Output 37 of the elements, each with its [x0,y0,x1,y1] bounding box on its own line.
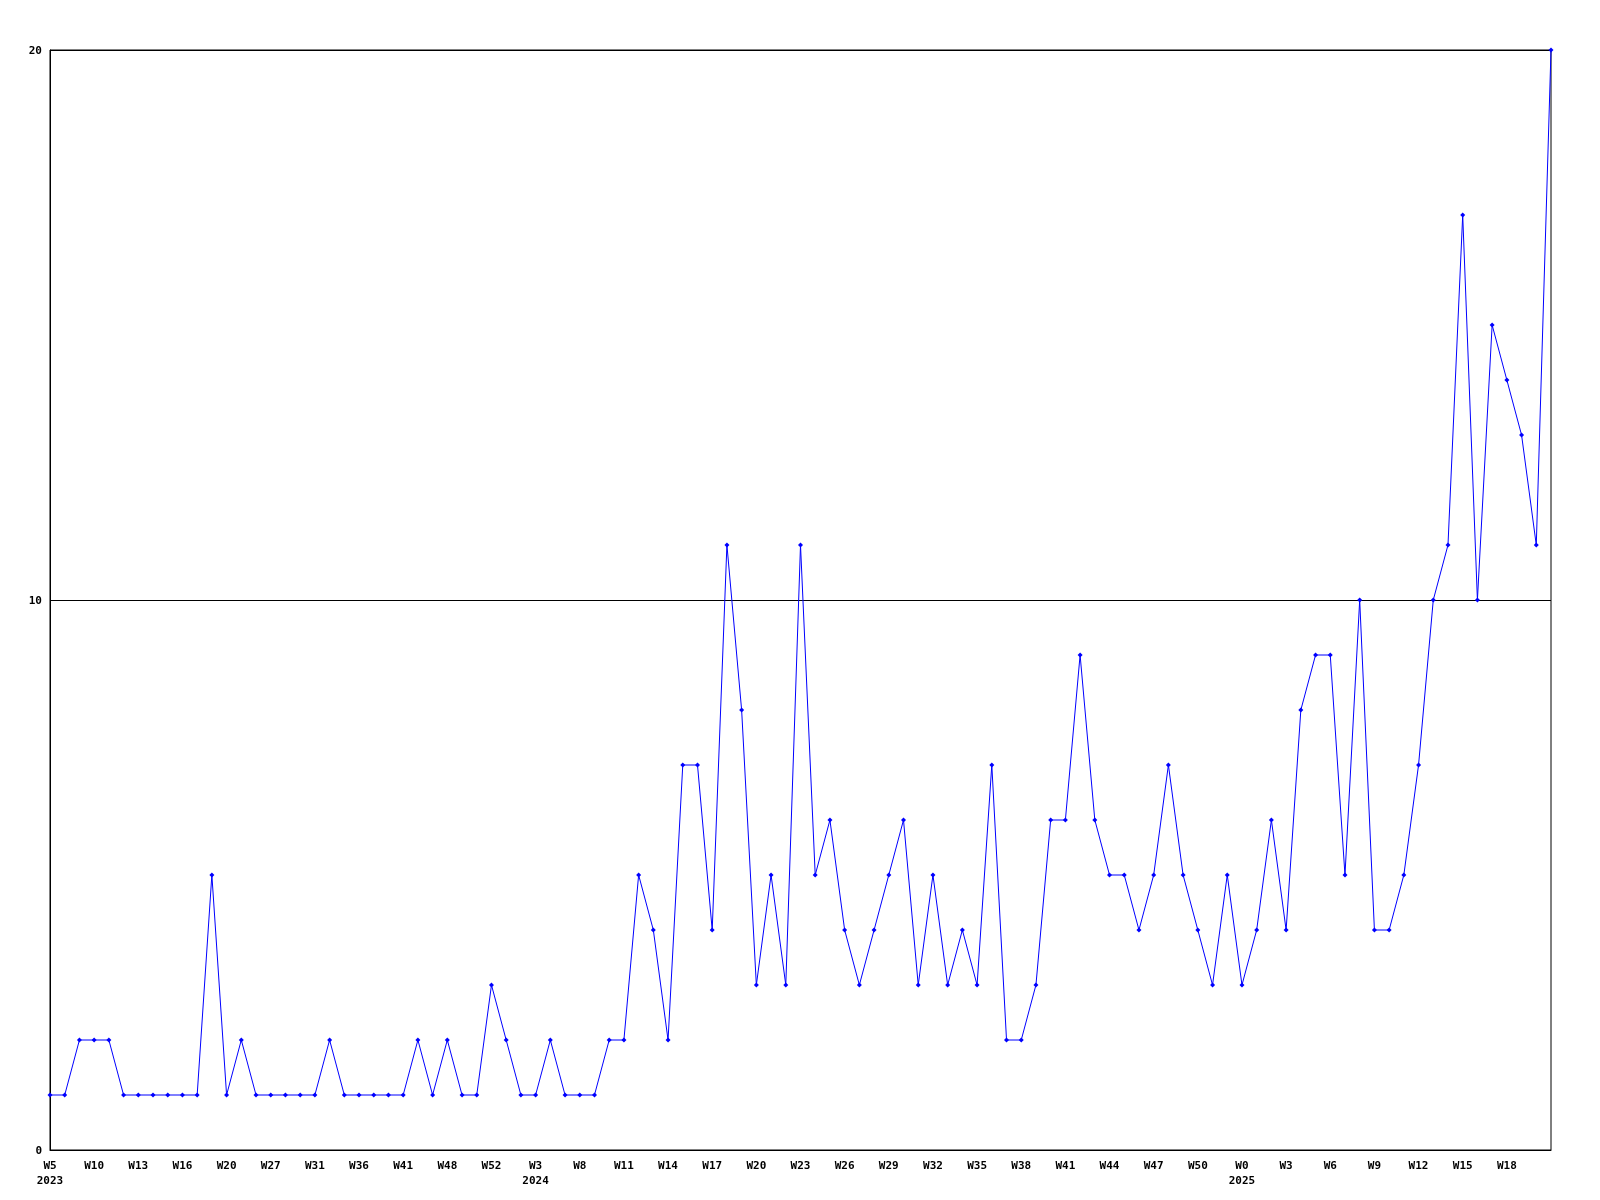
x-tick-label: W52 [481,1159,502,1172]
x-tick-label: W12 [1408,1159,1429,1172]
x-tick-label: W32 [923,1159,943,1172]
x-tick-label: W26 [834,1159,855,1172]
x-tick-label: W6 [1323,1159,1338,1172]
x-tick-label: W3 2024 [522,1159,550,1187]
x-tick-label: W20 [746,1159,767,1172]
y-tick-label: 20 [28,43,42,57]
x-tick-label: W10 [84,1159,105,1172]
x-tick-label: W47 [1143,1159,1164,1172]
x-tick-label: W15 [1452,1159,1473,1172]
x-tick-label: W17 [702,1159,723,1172]
y-tick-label: 10 [28,593,42,607]
x-tick-label: W11 [613,1159,635,1172]
y-tick-label: 0 [35,1143,42,1157]
x-tick-label: W44 [1099,1159,1120,1172]
x-tick-label: W3 [1279,1159,1293,1172]
x-tick-label: W5 2023 [36,1159,64,1187]
x-tick-label: W23 [790,1159,811,1172]
x-tick-label: W20 [216,1159,237,1172]
x-tick-label: W27 [260,1159,281,1172]
x-tick-label: W31 [304,1159,326,1172]
x-tick-label: W36 [349,1159,370,1172]
x-tick-label: W29 [878,1159,899,1172]
x-tick-label: W35 [967,1159,988,1172]
x-tick-label: W13 [128,1159,149,1172]
x-tick-label: W8 [573,1159,587,1172]
x-tick-label: W41 [393,1159,414,1172]
x-tick-label: W50 [1187,1159,1208,1172]
x-tick-label: W0 2025 [1228,1159,1256,1187]
x-tick-label: W14 [658,1159,679,1172]
x-tick-label: W16 [172,1159,193,1172]
x-tick-label: W41 [1055,1159,1076,1172]
x-tick-label: W18 [1496,1159,1517,1172]
x-tick-label: W38 [1011,1159,1032,1172]
x-tick-label: W48 [437,1159,458,1172]
x-tick-label: W9 [1367,1159,1382,1172]
